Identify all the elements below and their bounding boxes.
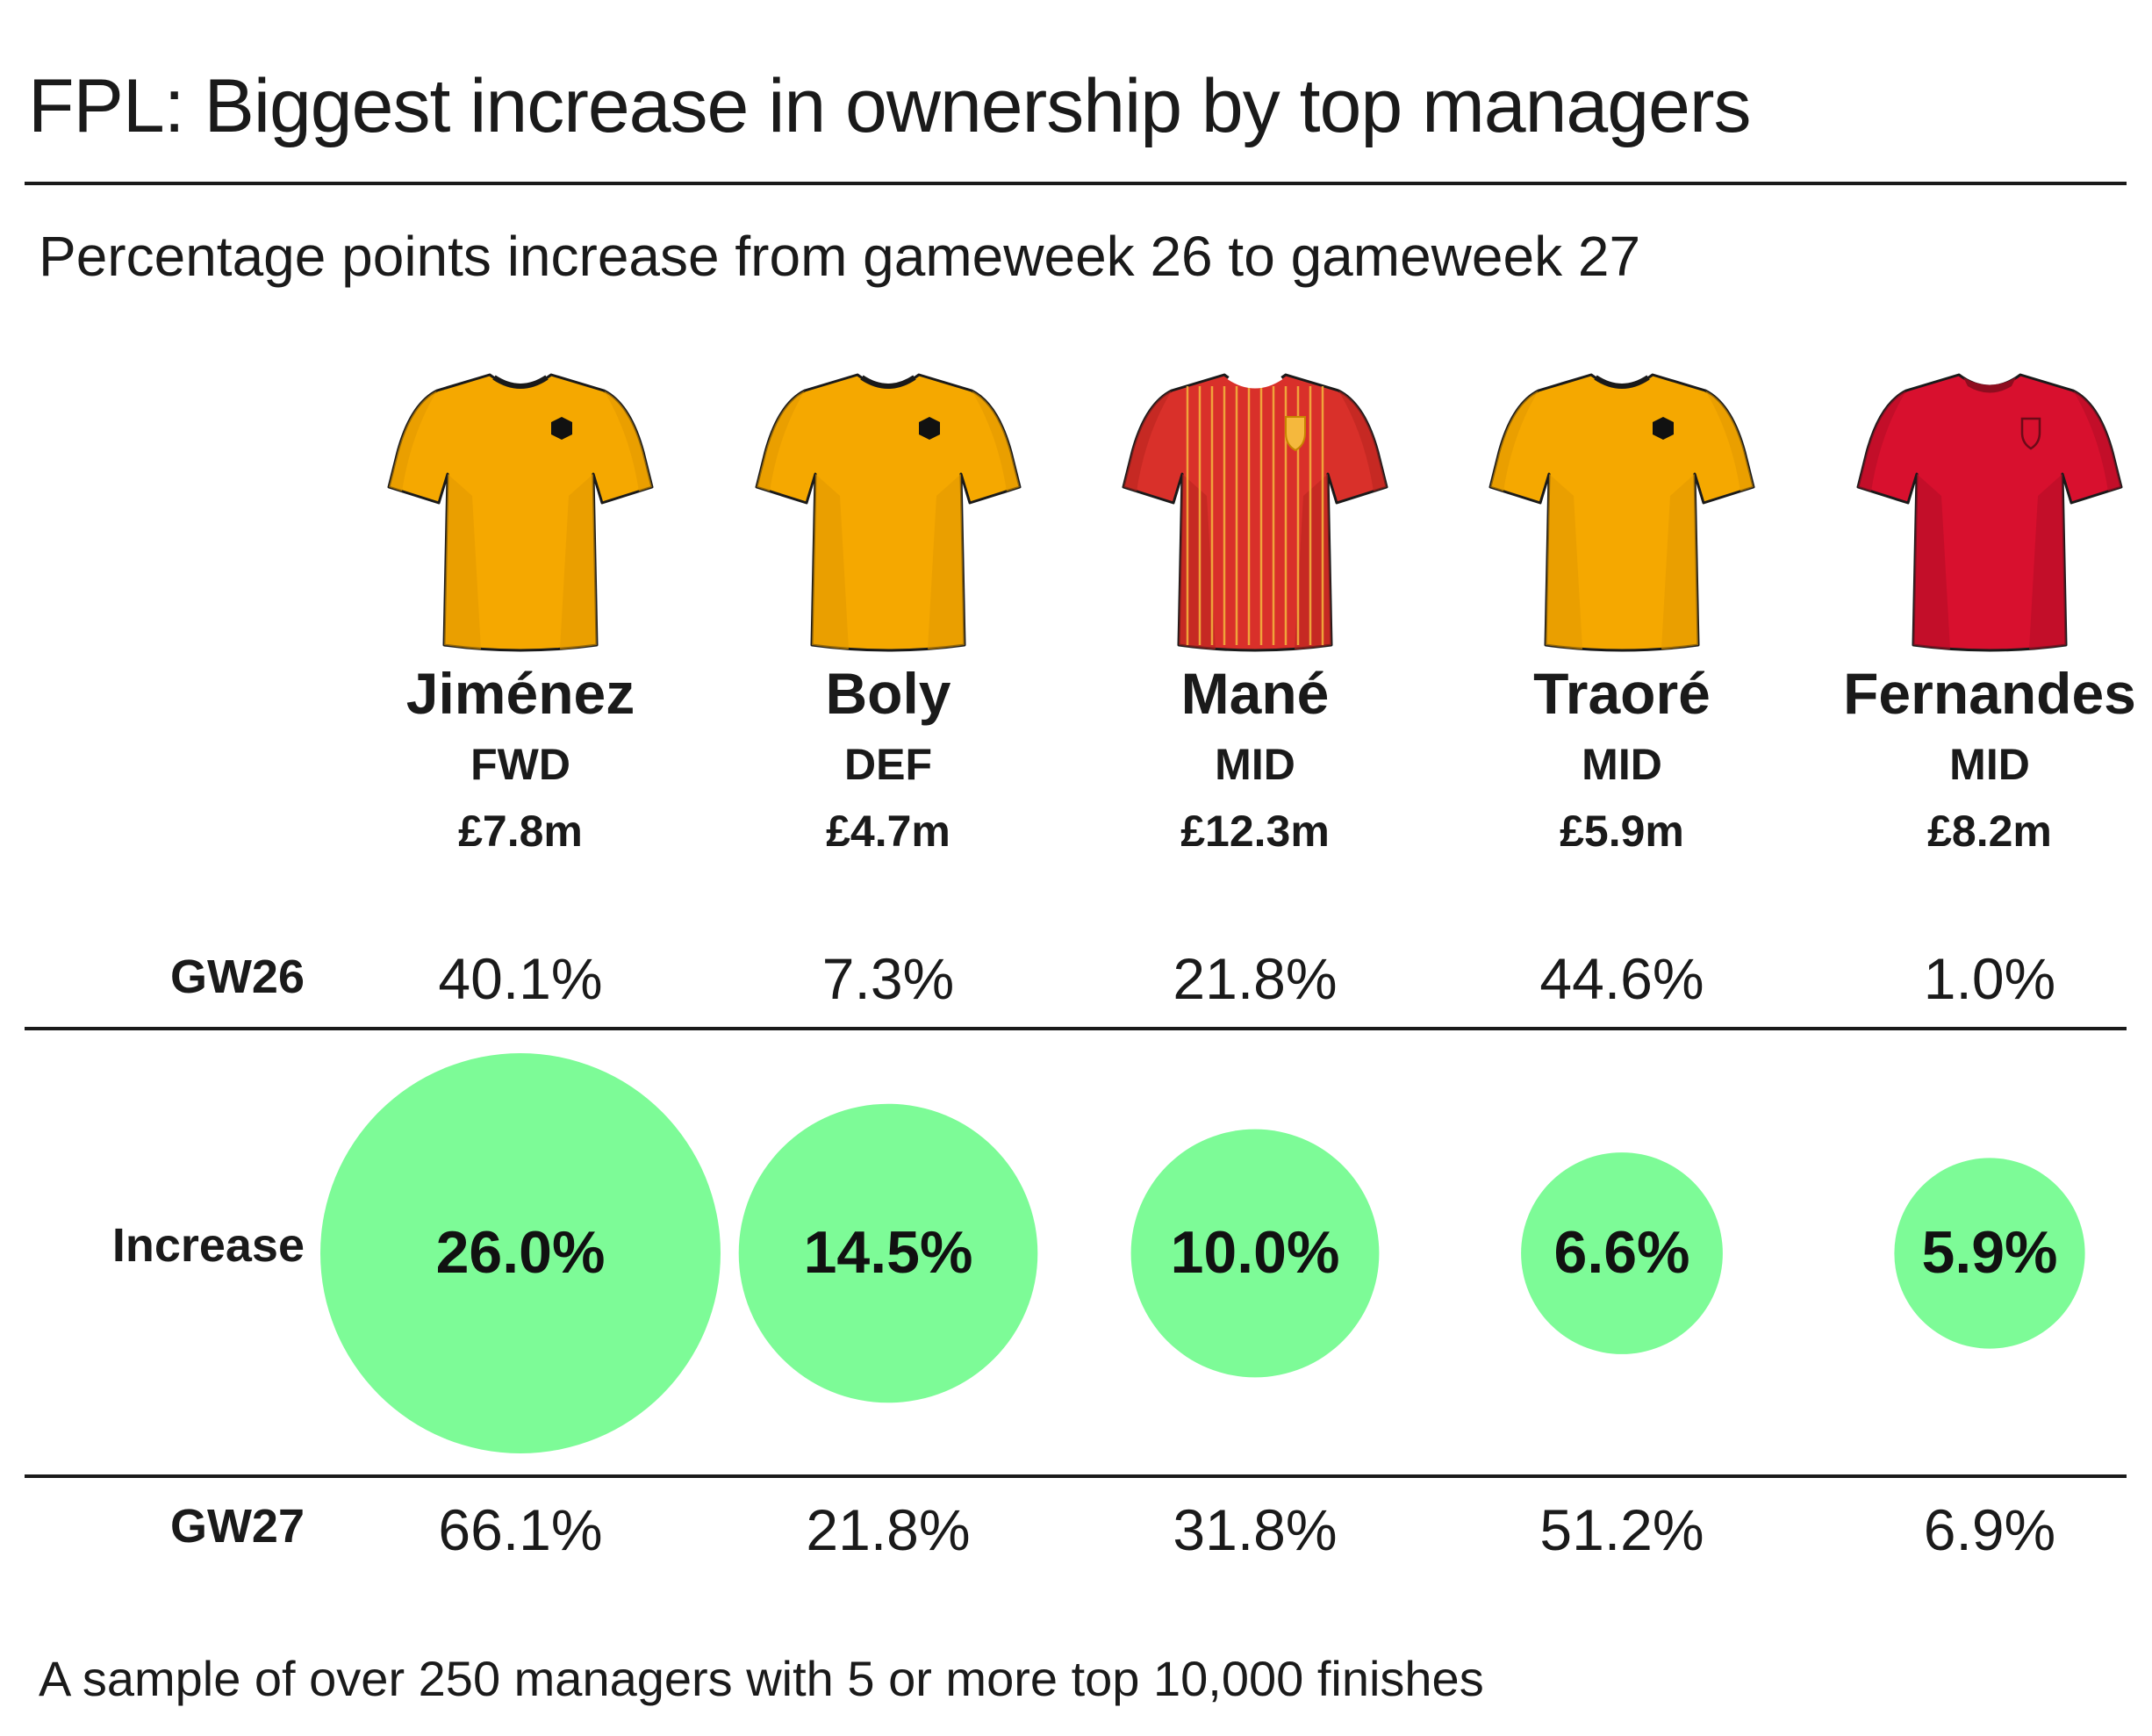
gw27-value: 6.9% (1923, 1497, 2056, 1562)
chart-title: FPL: Biggest increase in ownership by to… (28, 64, 1752, 148)
player-price: £7.8m (458, 807, 583, 856)
gw26-value: 1.0% (1923, 946, 2056, 1011)
increase-label: 14.5% (804, 1219, 973, 1286)
player-price: £4.7m (826, 807, 950, 856)
wolves-shirt-icon (1486, 355, 1758, 654)
player-name: Traoré (1533, 661, 1711, 726)
gw27-value: 66.1% (438, 1497, 603, 1562)
gw26-value: 21.8% (1173, 946, 1338, 1011)
player-name: Boly (825, 661, 951, 726)
gw26-value: 40.1% (438, 946, 603, 1011)
chart-footer: A sample of over 250 managers with 5 or … (39, 1651, 1484, 1706)
increase-bubble (1894, 1158, 2085, 1349)
increase-bubble (1130, 1129, 1380, 1378)
player-position: FWD (470, 740, 570, 789)
increase-label: 10.0% (1171, 1219, 1340, 1286)
player-name: Fernandes (1843, 661, 2136, 726)
gw27-value: 21.8% (806, 1497, 971, 1562)
row-label-gw27: GW27 (169, 1500, 305, 1553)
increase-bubble (738, 1103, 1038, 1403)
increase-label: 5.9% (1922, 1219, 2058, 1286)
player-name: Jiménez (405, 661, 635, 726)
player-position: DEF (844, 740, 932, 789)
player-position: MID (1949, 740, 2030, 789)
wolves-shirt-icon (752, 355, 1024, 654)
liverpool-shirt-icon (1119, 355, 1391, 654)
gw26-rule (25, 1027, 2127, 1030)
increase-bubble (320, 1053, 721, 1453)
gw27-rule (25, 1474, 2127, 1478)
player-position: MID (1582, 740, 1662, 789)
gw27-value: 31.8% (1173, 1497, 1338, 1562)
title-rule (25, 182, 2127, 185)
row-label-gw26: GW26 (169, 950, 305, 1003)
chart-subtitle: Percentage points increase from gameweek… (39, 225, 1641, 288)
gw26-value: 44.6% (1539, 946, 1704, 1011)
man-utd-shirt-icon (1854, 355, 2126, 654)
player-price: £5.9m (1560, 807, 1684, 856)
increase-label: 6.6% (1554, 1219, 1690, 1286)
player-price: £8.2m (1927, 807, 2052, 856)
player-price: £12.3m (1180, 807, 1330, 856)
wolves-shirt-icon (384, 355, 656, 654)
gw27-value: 51.2% (1539, 1497, 1704, 1562)
increase-label: 26.0% (436, 1219, 606, 1286)
gw26-value: 7.3% (821, 946, 955, 1011)
row-label-increase: Increase (111, 1219, 305, 1272)
player-position: MID (1215, 740, 1295, 789)
increase-bubble (1521, 1152, 1723, 1354)
player-name: Mané (1180, 661, 1330, 726)
